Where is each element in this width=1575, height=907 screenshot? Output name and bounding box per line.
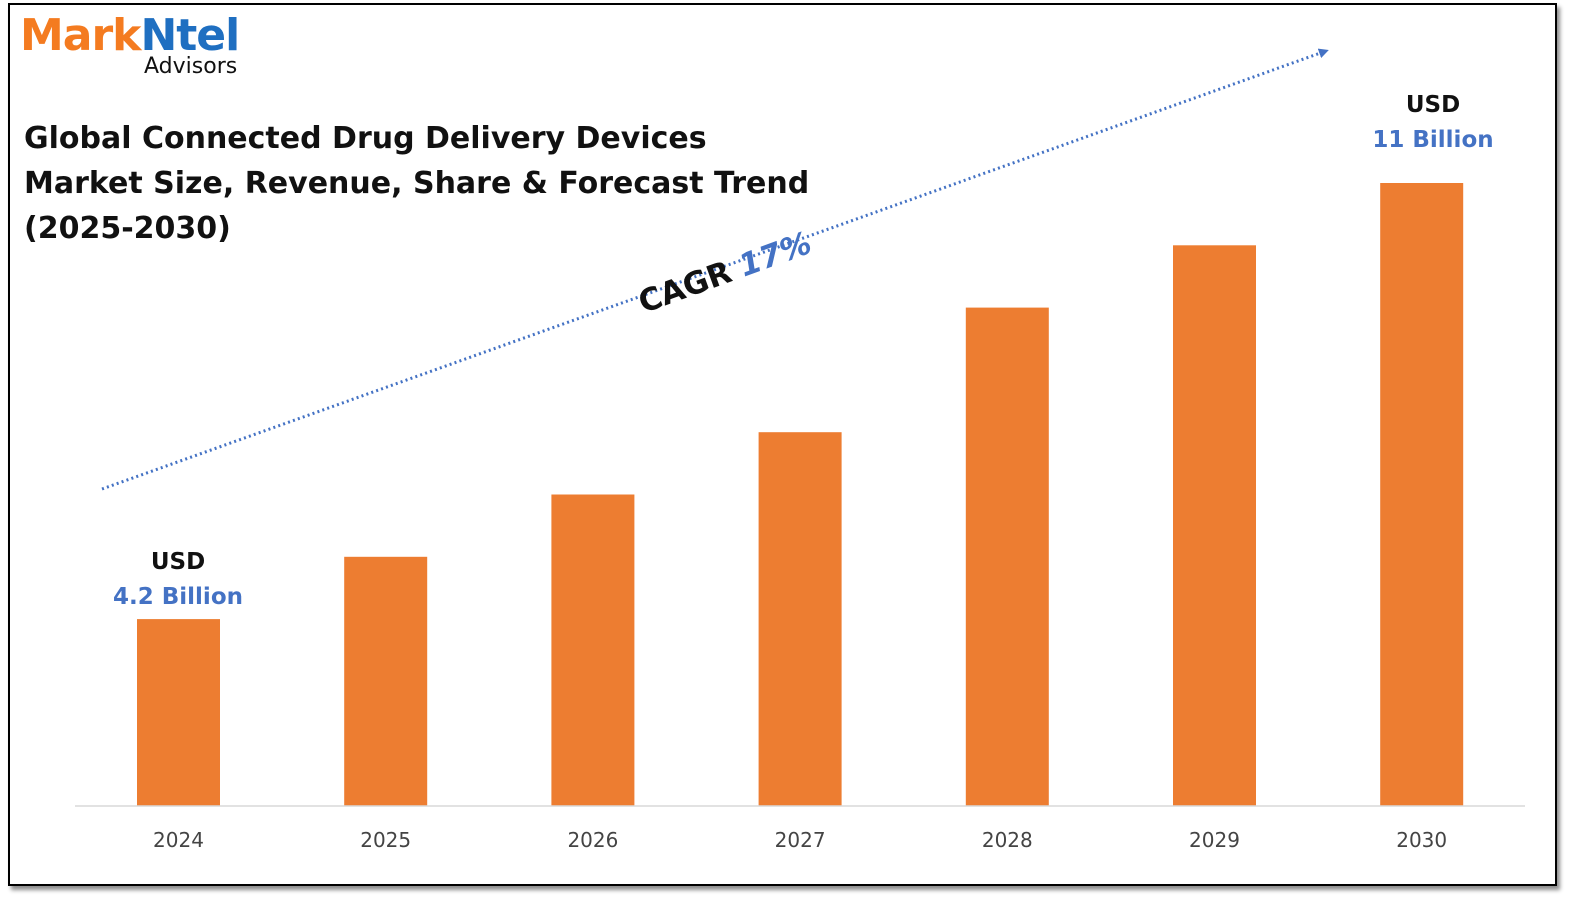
x-tick-label-2027: 2027 [775,828,826,852]
bar-2026 [551,495,634,807]
bar-2029 [1173,245,1256,806]
start-value-callout: USD 4.2 Billion [98,545,258,615]
end-amount-label: 11 Billion [1353,123,1513,158]
bar-2027 [759,432,842,806]
bar-2030 [1380,183,1463,806]
x-tick-label-2024: 2024 [153,828,204,852]
bar-2028 [966,308,1049,806]
end-currency-label: USD [1353,88,1513,123]
bar-2024 [137,619,220,806]
end-value-callout: USD 11 Billion [1353,88,1513,158]
x-tick-label-2029: 2029 [1189,828,1240,852]
x-tick-label-2026: 2026 [567,828,618,852]
start-currency-label: USD [98,545,258,580]
bar-2025 [344,557,427,806]
x-tick-label-2030: 2030 [1396,828,1447,852]
bar-group [137,183,1463,806]
x-tick-label-2028: 2028 [982,828,1033,852]
x-tick-labels: 2024 2025 2026 2027 2028 2029 2030 [153,828,1447,852]
x-tick-label-2025: 2025 [360,828,411,852]
bar-chart: 2024 2025 2026 2027 2028 2029 2030 [0,0,1575,907]
start-amount-label: 4.2 Billion [98,580,258,615]
